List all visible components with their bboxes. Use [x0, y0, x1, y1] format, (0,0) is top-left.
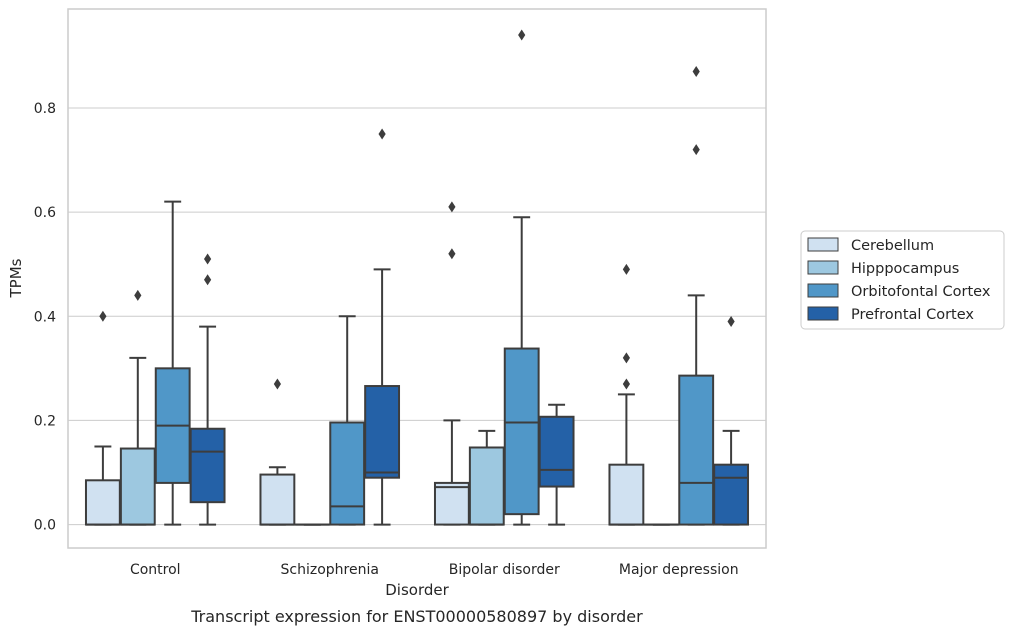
box-body — [84, 479, 121, 526]
legend-swatch — [807, 260, 839, 275]
box-body — [538, 415, 575, 488]
legend-label: Hipppocampus — [851, 261, 959, 277]
legend-frame — [800, 230, 1005, 330]
box-2-3 — [678, 65, 715, 526]
x-axis-label: Disorder — [385, 581, 449, 599]
box-0-2 — [433, 201, 470, 526]
outlier-point — [518, 29, 526, 41]
box-0-0 — [84, 310, 121, 526]
box-body — [364, 385, 401, 479]
y-tick-label: 0.6 — [34, 205, 56, 221]
box-2-2 — [503, 29, 540, 526]
box-body — [713, 463, 750, 526]
outlier-point — [99, 310, 107, 322]
x-tick-label: Schizophrenia — [281, 562, 379, 578]
x-tick-label: Major depression — [619, 562, 739, 578]
legend-swatch — [807, 237, 839, 252]
box-body — [608, 463, 645, 526]
y-tick-label: 0.8 — [34, 101, 56, 117]
box-body — [433, 481, 470, 526]
outlier-point — [273, 378, 281, 390]
y-axis-label: TPMs — [7, 258, 25, 298]
box-0-3 — [608, 263, 645, 526]
box-1-0 — [119, 289, 156, 526]
outlier-point — [378, 128, 386, 140]
box-2-0 — [154, 200, 191, 526]
box-body — [468, 446, 505, 526]
box-body — [189, 427, 226, 504]
boxes — [84, 29, 750, 526]
outlier-point — [622, 352, 630, 364]
chart-caption: Transcript expression for ENST0000058089… — [190, 607, 643, 626]
outlier-point — [134, 289, 142, 301]
outlier-point — [204, 274, 212, 286]
box-body — [329, 421, 366, 526]
legend-label: Cerebellum — [851, 238, 934, 254]
legend-swatch — [807, 306, 839, 321]
x-tick-label: Control — [130, 562, 181, 578]
box-body — [503, 347, 540, 516]
y-tick-label: 0.4 — [34, 309, 56, 325]
outlier-point — [622, 263, 630, 275]
box-3-1 — [364, 128, 401, 526]
plot-frame — [67, 8, 767, 549]
y-tick-label: 0.0 — [34, 518, 56, 534]
outlier-point — [448, 201, 456, 213]
x-tick-label: Bipolar disorder — [449, 562, 560, 578]
outlier-point — [692, 65, 700, 77]
box-3-3 — [713, 315, 750, 526]
outlier-point — [692, 144, 700, 156]
y-tick-label: 0.2 — [34, 413, 56, 429]
box-body — [119, 447, 156, 526]
legend-swatch — [807, 283, 839, 298]
box-0-1 — [259, 378, 296, 526]
legend: Cerebellum Hipppocampus Orbitofontal Corte… — [800, 230, 1005, 330]
box-1-2 — [468, 429, 505, 526]
box-2-1 — [329, 315, 366, 526]
legend-label: Prefrontal Cortex — [851, 307, 974, 323]
outlier-point — [727, 315, 735, 327]
outlier-point — [622, 378, 630, 390]
outlier-point — [448, 248, 456, 260]
outlier-point — [204, 253, 212, 265]
box-body — [259, 473, 296, 526]
box-body — [678, 374, 715, 526]
box-3-0 — [189, 253, 226, 526]
axes: 0.0 0.2 0.4 0.6 0.8 Control Schizophrenia Bipol… — [34, 8, 767, 578]
box-3-2 — [538, 403, 575, 526]
legend-label: Orbitofontal Cortex — [851, 284, 991, 300]
